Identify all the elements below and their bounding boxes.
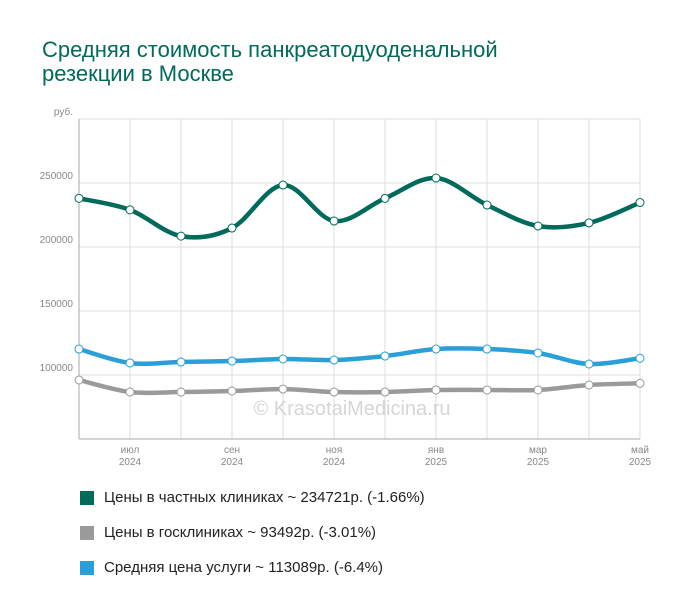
- legend-swatch: [80, 491, 94, 505]
- data-point: [74, 344, 84, 354]
- x-tick-label: сен: [224, 445, 240, 456]
- x-tick-label: июл: [121, 445, 140, 456]
- data-point: [125, 387, 135, 397]
- y-tick-label: 250000: [40, 171, 74, 182]
- data-point: [533, 221, 543, 231]
- data-point: [176, 231, 186, 241]
- legend-label: Цены в частных клиниках ~ 234721р. (-1.6…: [104, 489, 425, 506]
- data-point: [533, 348, 543, 358]
- data-point: [227, 356, 237, 366]
- data-point: [584, 380, 594, 390]
- data-point: [482, 200, 492, 210]
- data-point: [584, 218, 594, 228]
- legend-swatch: [80, 561, 94, 575]
- x-tick-label: янв: [428, 445, 444, 456]
- data-point: [533, 385, 543, 395]
- data-point: [227, 386, 237, 396]
- data-point: [278, 354, 288, 364]
- data-point: [380, 193, 390, 203]
- chart-title: Средняя стоимость панкреатодуоденальной …: [42, 37, 498, 86]
- x-tick-label: 2025: [527, 457, 550, 468]
- y-tick-label: руб.: [54, 106, 73, 118]
- data-point: [278, 384, 288, 394]
- data-point: [125, 205, 135, 215]
- x-tick-label: ноя: [326, 445, 343, 456]
- data-point: [278, 180, 288, 190]
- data-point: [176, 387, 186, 397]
- x-tick-label: 2025: [629, 457, 652, 468]
- x-tick-label: 2024: [221, 457, 244, 468]
- data-point: [380, 351, 390, 361]
- data-point: [329, 387, 339, 397]
- legend-swatch: [80, 526, 94, 540]
- data-point: [431, 344, 441, 354]
- x-tick-label: 2025: [425, 457, 448, 468]
- data-point: [431, 173, 441, 183]
- y-tick-label: 100000: [40, 363, 74, 374]
- series-line: [78, 175, 641, 240]
- data-point: [635, 353, 645, 363]
- legend-label: Цены в госклиниках ~ 93492р. (-3.01%): [104, 524, 376, 541]
- data-point: [584, 359, 594, 369]
- legend-label: Средняя цена услуги ~ 113089р. (-6.4%): [104, 559, 383, 576]
- x-tick-label: 2024: [119, 457, 142, 468]
- data-point: [329, 355, 339, 365]
- data-point: [635, 198, 645, 208]
- x-tick-label: мар: [529, 445, 547, 456]
- x-tick-label: май: [631, 445, 649, 456]
- data-point: [74, 375, 84, 385]
- data-point: [635, 378, 645, 388]
- data-point: [329, 216, 339, 226]
- y-tick-label: 150000: [40, 299, 74, 310]
- x-tick-label: 2024: [323, 457, 346, 468]
- data-point: [227, 223, 237, 233]
- data-point: [125, 358, 135, 368]
- watermark: © KrasotaiMedicina.ru: [253, 398, 450, 420]
- y-tick-label: 200000: [40, 235, 74, 246]
- data-point: [74, 193, 84, 203]
- data-point: [380, 387, 390, 397]
- data-point: [482, 385, 492, 395]
- data-point: [431, 385, 441, 395]
- data-point: [176, 357, 186, 367]
- data-point: [482, 344, 492, 354]
